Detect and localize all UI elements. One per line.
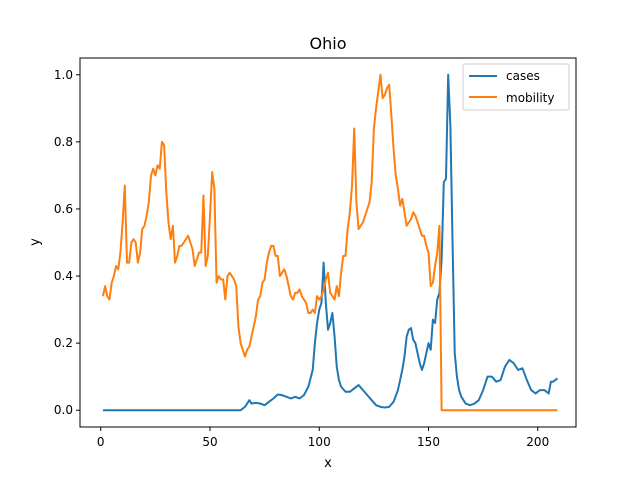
axes-frame: [79, 57, 577, 428]
x-tick-label: 150: [417, 435, 440, 449]
y-tick-label: 1.0: [54, 68, 73, 82]
x-tick-label: 50: [202, 435, 217, 449]
legend: cases mobility: [462, 63, 570, 111]
legend-label-cases: cases: [506, 69, 540, 83]
x-tick-label: 200: [526, 435, 549, 449]
series-line-mobility: [101, 73, 558, 412]
x-axis-label: x: [324, 456, 332, 471]
x-axis-ticks: 0 50 100 150 200: [97, 427, 549, 449]
y-tick-label: 0.0: [54, 403, 73, 417]
y-axis-label: y: [28, 238, 43, 246]
legend-label-mobility: mobility: [506, 91, 554, 105]
plot-area: [79, 57, 577, 428]
y-tick-label: 0.6: [54, 202, 73, 216]
y-axis-ticks: 0.0 0.2 0.4 0.6 0.8 1.0: [54, 68, 80, 417]
y-tick-label: 0.4: [54, 269, 73, 283]
series-line-cases: [102, 73, 559, 412]
y-tick-label: 0.8: [54, 135, 73, 149]
series-layer: [101, 73, 559, 412]
x-tick-label: 0: [97, 435, 105, 449]
x-tick-label: 100: [308, 435, 331, 449]
y-tick-label: 0.2: [54, 336, 73, 350]
chart-title: Ohio: [310, 34, 347, 53]
